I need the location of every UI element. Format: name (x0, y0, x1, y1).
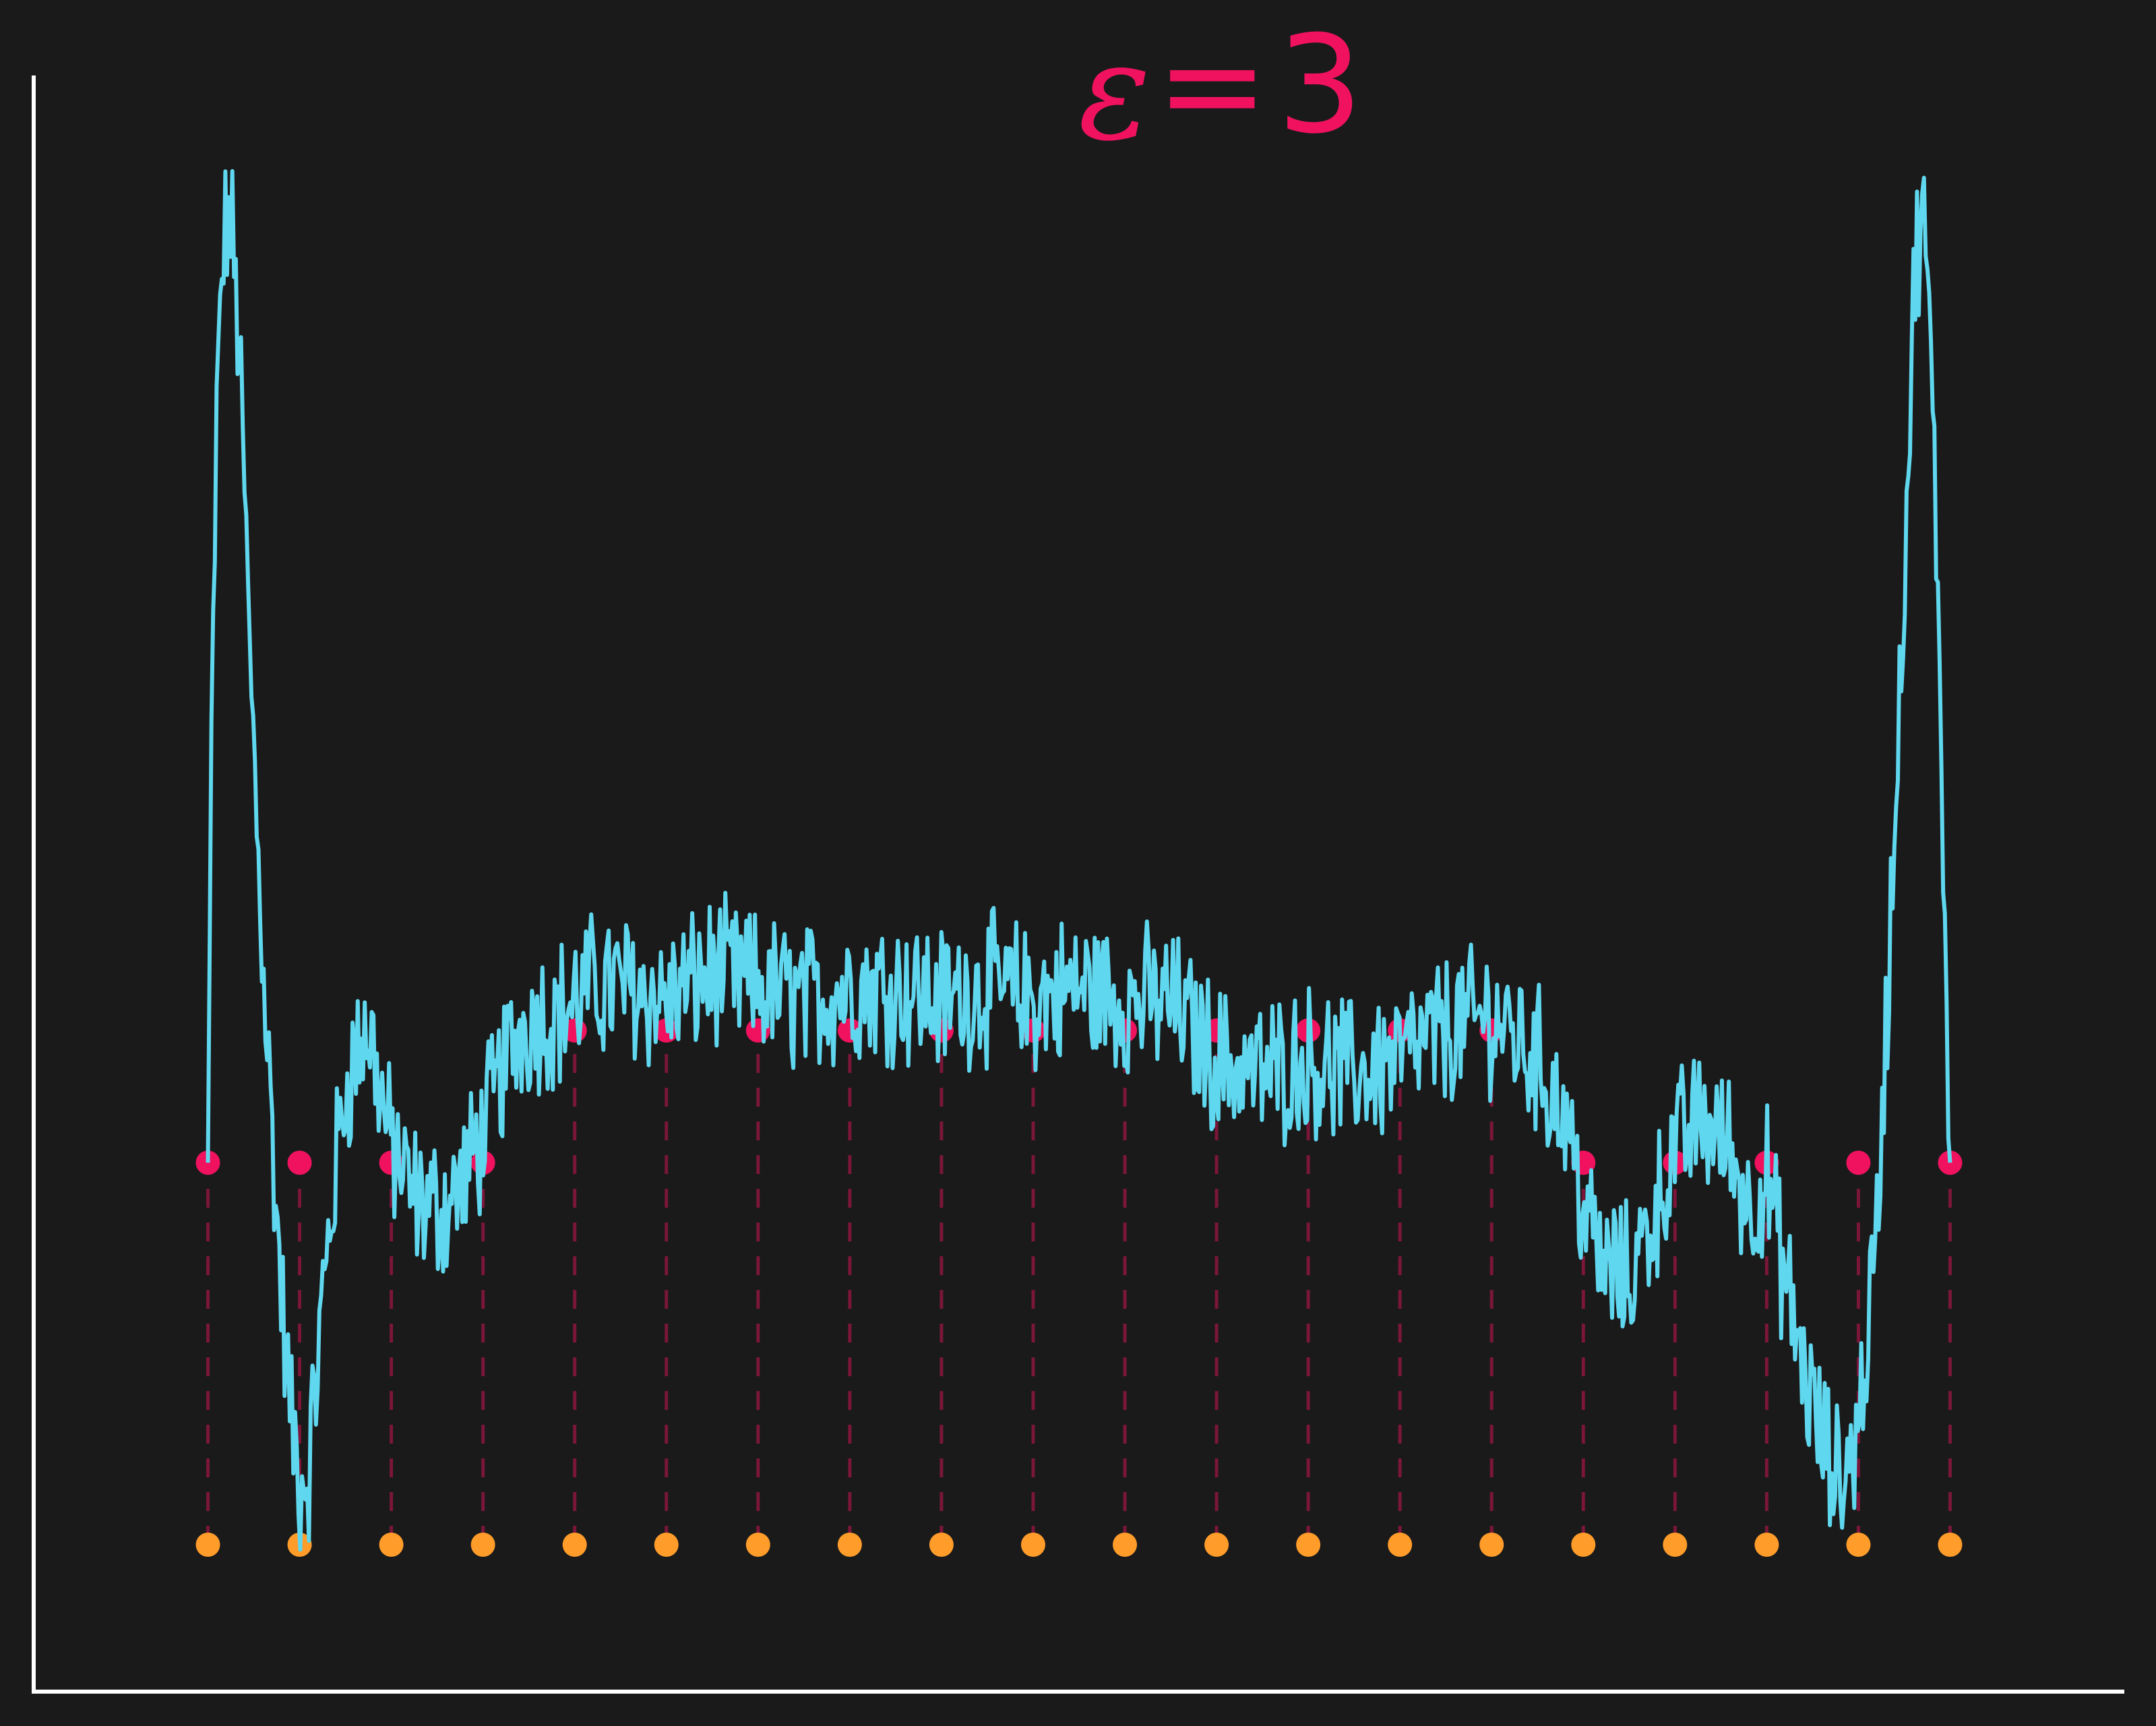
base-point (1938, 1533, 1963, 1557)
title-symbol: ε (1078, 13, 1150, 171)
axes (32, 75, 2124, 1694)
noisy-series (206, 168, 1952, 1552)
base-point (1479, 1533, 1504, 1557)
base-point (1296, 1533, 1321, 1557)
base-point (379, 1533, 404, 1557)
base-point (654, 1533, 679, 1557)
base-point (837, 1533, 862, 1557)
base-point (195, 1533, 220, 1557)
base-point (1204, 1533, 1229, 1557)
base-points (195, 1533, 1963, 1557)
series-line (206, 168, 1952, 1552)
title-value: 3 (1277, 7, 1363, 164)
base-point (1388, 1533, 1413, 1557)
chart-title: ε = 3 (1078, 7, 1363, 171)
level-point (1846, 1150, 1871, 1175)
base-point (745, 1533, 770, 1557)
title-operator: = (1156, 7, 1269, 164)
base-point (1663, 1533, 1688, 1557)
level-point (287, 1150, 312, 1175)
base-point (1754, 1533, 1779, 1557)
base-point (1846, 1533, 1871, 1557)
base-point (1020, 1533, 1045, 1557)
base-point (1571, 1533, 1596, 1557)
dashed-connectors (206, 1030, 1952, 1545)
base-point (1113, 1533, 1138, 1557)
base-point (562, 1533, 587, 1557)
base-point (470, 1533, 495, 1557)
base-point (929, 1533, 954, 1557)
